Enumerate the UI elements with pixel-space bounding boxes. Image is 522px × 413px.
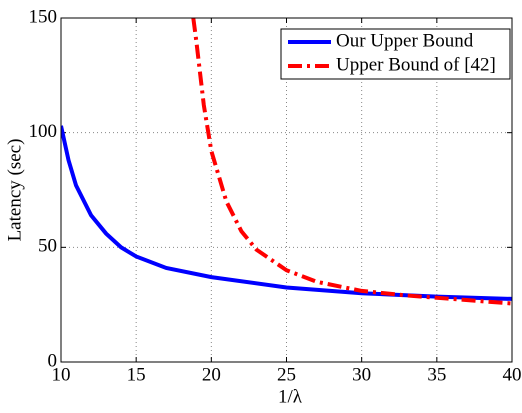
y-tick-label: 50 <box>38 236 57 257</box>
x-tick-label: 10 <box>52 364 71 385</box>
legend-label: Our Upper Bound <box>336 30 474 51</box>
y-axis-label: Latency (sec) <box>4 139 25 242</box>
line-series <box>61 125 512 301</box>
x-axis-label: 1/λ <box>278 386 303 407</box>
axes-box <box>60 17 513 363</box>
x-tick-label: 40 <box>503 364 522 385</box>
x-tick-label: 15 <box>127 364 146 385</box>
y-tick-label: 0 <box>48 350 58 371</box>
x-tick-label: 20 <box>202 364 221 385</box>
legend-box <box>280 28 511 80</box>
y-tick-label: 100 <box>29 121 58 142</box>
legend-label: Upper Bound of [42] <box>336 54 496 75</box>
x-tick-label: 25 <box>277 364 296 385</box>
x-tick-label: 35 <box>427 364 446 385</box>
y-tick-label: 150 <box>29 6 58 27</box>
x-tick-label: 30 <box>352 364 371 385</box>
line-series <box>191 18 512 306</box>
